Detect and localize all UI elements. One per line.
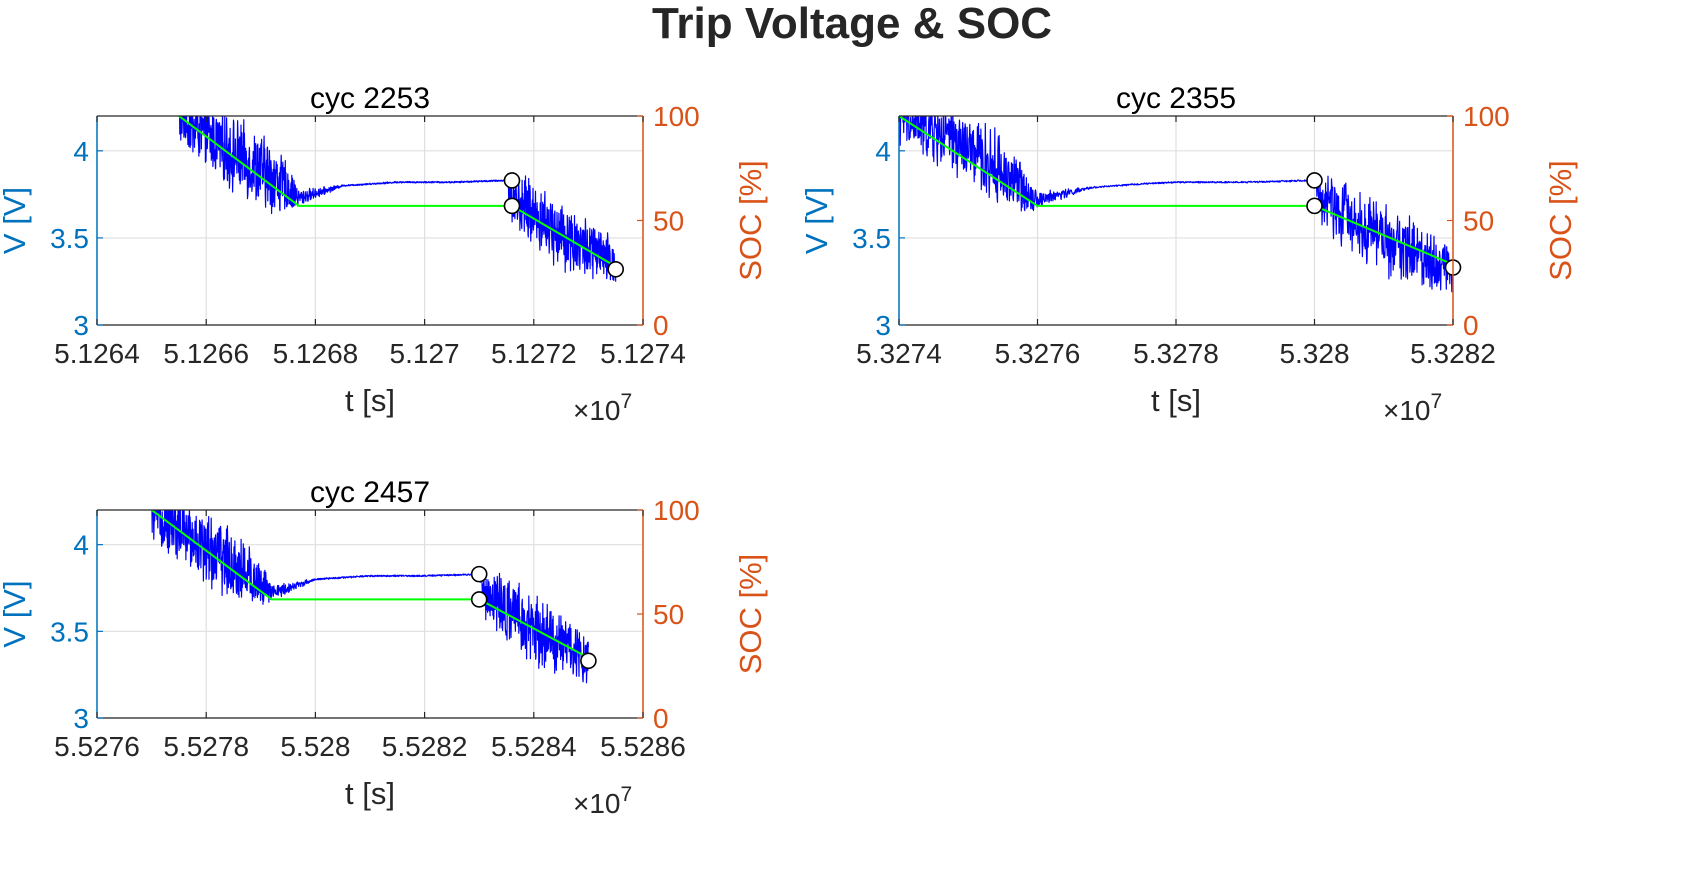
subplot-title: cyc 2355 <box>1116 82 1236 115</box>
trip-marker <box>503 172 521 189</box>
x-tick-label: 5.5276 <box>54 731 140 762</box>
voltage-series-line <box>899 116 1453 293</box>
figure-title: Trip Voltage & SOC <box>652 0 1052 48</box>
voltage-series-line <box>151 510 589 684</box>
trip-marker <box>1306 197 1323 215</box>
x-axis-exponent: ×107 <box>573 390 632 426</box>
y-left-tick-label: 3.5 <box>50 616 89 647</box>
x-tick-label: 5.1268 <box>273 338 359 369</box>
x-tick-label: 5.5284 <box>491 731 577 762</box>
x-tick-label: 5.328 <box>1279 338 1349 369</box>
x-tick-label: 5.3274 <box>856 338 942 369</box>
subplot-title: cyc 2253 <box>310 82 430 115</box>
x-tick-label: 5.3276 <box>995 338 1081 369</box>
trip-marker <box>1306 172 1323 189</box>
y-right-tick-label: 100 <box>1463 101 1510 132</box>
subplot-title: cyc 2457 <box>310 476 430 509</box>
x-tick-label: 5.5282 <box>382 731 468 762</box>
y-left-axis-label: V [V] <box>799 187 834 254</box>
x-tick-label: 5.5278 <box>163 731 249 762</box>
x-tick-label: 5.5286 <box>600 731 686 762</box>
trip-marker <box>470 591 488 608</box>
subplot-cyc-2253: 5.1264 5.1266 5.1268 5.127 5.1272 5.1274 3 3.5 4… <box>0 82 768 426</box>
x-tick-label: 5.3278 <box>1133 338 1219 369</box>
x-tick-label: 5.1274 <box>600 338 686 369</box>
trip-marker <box>470 565 488 583</box>
y-right-axis-label: SOC [%] <box>733 554 768 675</box>
y-right-tick-label: 50 <box>1463 206 1494 237</box>
y-left-axis-label: V [V] <box>0 187 32 254</box>
x-axis-label: t [s] <box>345 776 395 811</box>
y-left-tick-label: 4 <box>73 136 89 167</box>
y-left-tick-label: 3 <box>73 310 89 341</box>
subplot-cyc-2355: 5.3274 5.3276 5.3278 5.328 5.3282 3 3.5 4 0 50 100… <box>799 82 1578 426</box>
trip-marker <box>503 197 521 215</box>
x-tick-label: 5.3282 <box>1410 338 1496 369</box>
y-left-tick-label: 3 <box>73 703 89 734</box>
x-axis-exponent: ×107 <box>573 783 632 819</box>
x-tick-label: 5.528 <box>280 731 350 762</box>
soc-series-line <box>899 116 1453 266</box>
y-right-tick-label: 50 <box>653 206 684 237</box>
y-left-tick-label: 4 <box>73 530 89 561</box>
x-axis-label: t [s] <box>345 383 395 418</box>
x-tick-label: 5.1266 <box>163 338 249 369</box>
y-right-tick-label: 0 <box>1463 310 1479 341</box>
x-axis-exponent: ×107 <box>1383 390 1442 426</box>
y-right-axis-label: SOC [%] <box>1543 160 1578 281</box>
subplot-cyc-2457: 5.5276 5.5278 5.528 5.5282 5.5284 5.5286 3 3.5 4… <box>0 476 768 819</box>
voltage-series-line <box>179 116 617 282</box>
y-left-tick-label: 4 <box>875 136 891 167</box>
soc-series-line <box>178 116 617 268</box>
y-right-tick-label: 100 <box>653 101 700 132</box>
trip-marker <box>607 260 625 278</box>
y-right-tick-label: 0 <box>653 703 669 734</box>
x-tick-label: 5.1272 <box>491 338 577 369</box>
y-left-tick-label: 3.5 <box>852 223 891 254</box>
y-left-axis-label: V [V] <box>0 580 32 647</box>
y-right-axis-label: SOC [%] <box>733 160 768 281</box>
trip-marker <box>580 652 597 670</box>
y-right-tick-label: 50 <box>653 599 684 630</box>
y-left-tick-label: 3 <box>875 310 891 341</box>
y-right-tick-label: 0 <box>653 310 669 341</box>
y-left-tick-label: 3.5 <box>50 223 89 254</box>
y-right-tick-label: 100 <box>653 495 700 526</box>
x-tick-label: 5.127 <box>390 338 460 369</box>
soc-series-line <box>151 510 589 659</box>
x-tick-label: 5.1264 <box>54 338 140 369</box>
x-axis-label: t [s] <box>1151 383 1201 418</box>
